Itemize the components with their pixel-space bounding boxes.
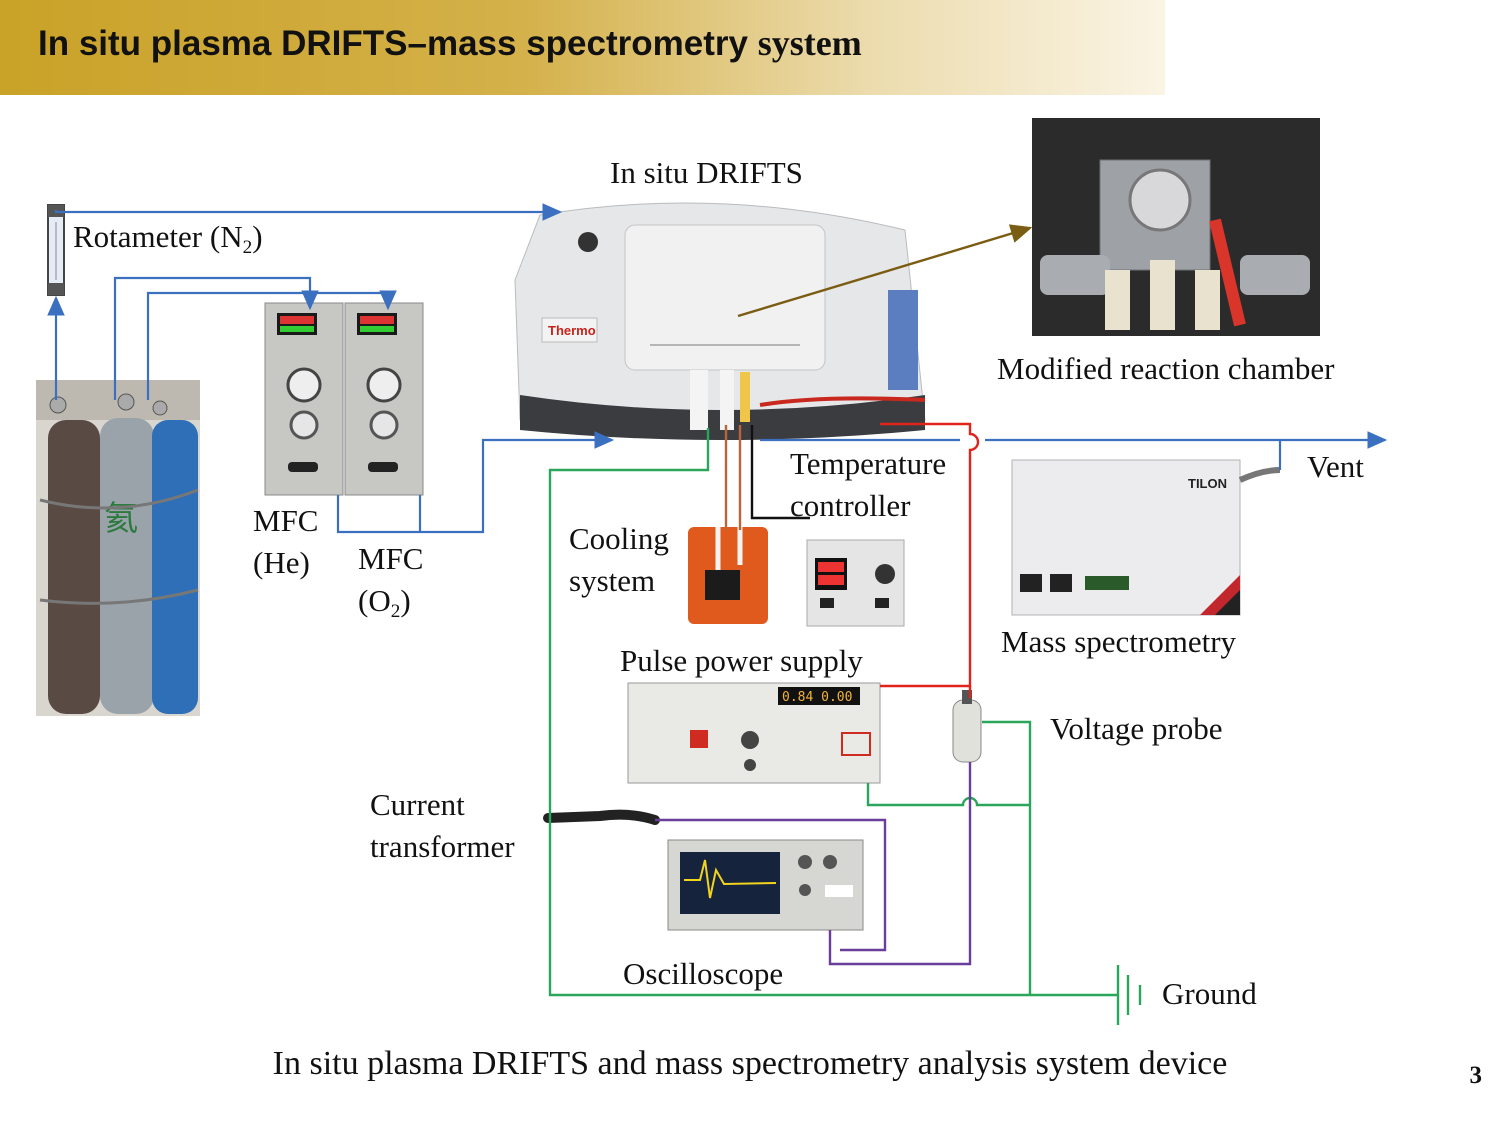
pulse-power-supply-photo: 0.84 0.00 <box>627 682 881 784</box>
page-number: 3 <box>1469 1062 1483 1089</box>
figure-caption: In situ plasma DRIFTS and mass spectrome… <box>272 1045 1228 1082</box>
reaction-chamber-photo <box>1032 118 1320 336</box>
cooling-lines <box>724 425 742 530</box>
label-temperature-line2: controller <box>790 488 911 523</box>
label-in-situ-drifts: In situ DRIFTS <box>610 155 803 190</box>
label-current-line1: Current <box>370 787 465 822</box>
label-mfc-o2-line1: MFC <box>358 541 424 576</box>
label-mass-spectrometry: Mass spectrometry <box>1001 624 1237 659</box>
rotameter-icon <box>47 204 65 296</box>
label-voltage-probe: Voltage probe <box>1050 711 1223 746</box>
label-pulse-power-supply: Pulse power supply <box>620 643 863 678</box>
label-cooling-line2: system <box>569 563 656 598</box>
signal-lines <box>655 762 972 966</box>
gas-cylinders-photo: 氦 <box>36 380 200 716</box>
label-mfc-o2-line2: (O2) <box>358 580 411 633</box>
title-tail: system <box>757 23 862 63</box>
temperature-controller-line <box>750 425 810 520</box>
label-oscilloscope: Oscilloscope <box>623 956 784 991</box>
temperature-controller-photo <box>806 539 905 627</box>
mfc-units-photo <box>264 302 424 496</box>
voltage-probe-icon <box>952 690 982 763</box>
oscilloscope-photo <box>667 839 864 931</box>
label-rotameter-sub: 2 <box>242 236 253 258</box>
current-transformer-icon <box>543 809 660 825</box>
label-temperature-line1: Temperature <box>790 446 947 481</box>
label-rotameter-text: Rotameter (N <box>73 219 243 254</box>
tilon-logo: TILON <box>1188 476 1227 491</box>
cooling-system-photo <box>688 527 768 624</box>
mass-spectrometer-photo: TILON <box>1011 459 1281 616</box>
label-current-line2: transformer <box>370 829 515 864</box>
label-mfc-he-line1: MFC <box>253 503 319 538</box>
label-ground: Ground <box>1162 976 1257 1011</box>
label-rotameter: Rotameter (N2) <box>73 216 263 269</box>
label-cooling-line1: Cooling <box>569 521 669 556</box>
label-rotameter-close: ) <box>252 219 263 254</box>
title-main: In situ plasma DRIFTS–mass spectrometry <box>38 24 748 63</box>
gas-flow-lines <box>47 203 1388 534</box>
label-mfc-he-line2: (He) <box>253 545 310 580</box>
drifts-spectrometer-photo: Thermo <box>514 202 926 440</box>
page-title: In situ plasma DRIFTS–mass spectrometry … <box>38 22 862 64</box>
label-mfc-o2-close: ) <box>400 583 411 618</box>
label-mfc-o2-sub: 2 <box>390 600 401 622</box>
high-voltage-line <box>880 422 980 698</box>
thermo-logo: Thermo <box>548 323 596 338</box>
label-vent: Vent <box>1307 449 1364 484</box>
title-bar <box>0 0 1165 95</box>
label-mfc-o2-text: (O <box>358 583 391 618</box>
chamber-pointer-arrow <box>737 224 1033 318</box>
pulse-display: 0.84 0.00 <box>782 690 852 705</box>
label-modified-reaction-chamber: Modified reaction chamber <box>997 351 1335 386</box>
